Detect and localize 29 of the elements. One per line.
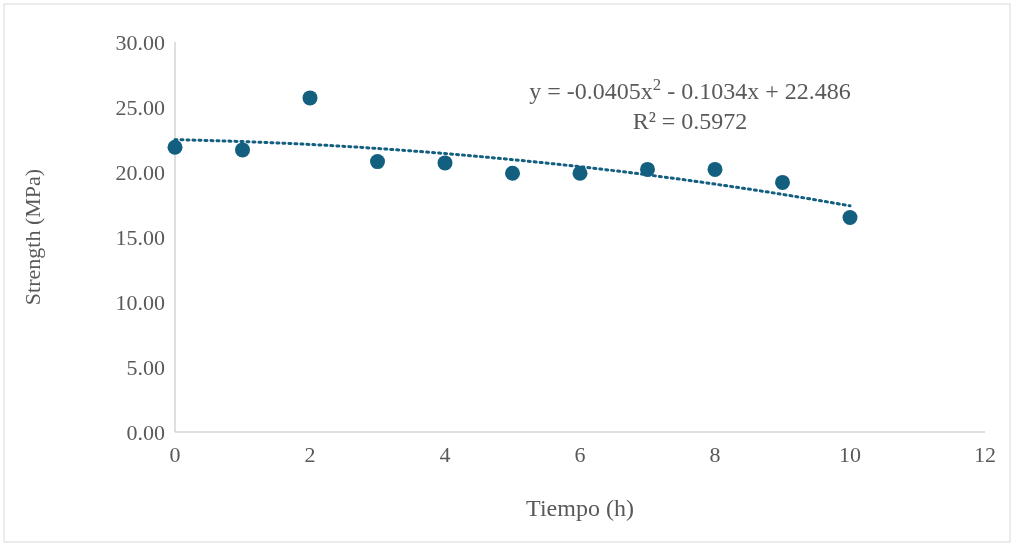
annotation: R² = 0.5972 [632,108,748,134]
x-tick-label: 4 [439,442,451,467]
annotation: y = -0.0405x$^{2}$ - 0.1034x + 22.486 [529,74,851,104]
point [640,161,655,177]
point [707,161,723,177]
point [302,90,318,106]
point [505,165,520,181]
x-tick-label: 8 [709,442,721,467]
x-tick-label: 0 [169,442,181,467]
point [167,139,183,155]
x-tick-label: 6 [574,442,586,467]
y-tick-label: 5.00 [126,354,165,380]
y-axis-title: Strength (MPa) [20,168,45,306]
x-axis-title: Tiempo (h) [526,495,634,521]
y-tick-label: 15.00 [115,224,165,250]
x-tick-label: 10 [839,442,861,467]
y-tick-label: 10.00 [115,289,165,315]
y-tick-label: 30.00 [115,29,165,55]
point [842,210,858,225]
point [370,154,385,170]
point [235,142,250,158]
y-tick-label: 25.00 [115,94,165,120]
point [437,155,453,171]
y-tick-label: 0.00 [126,419,165,445]
x-tick-label: 2 [304,442,316,467]
y-tick-label: 20.00 [115,159,165,185]
point [775,174,790,190]
x-tick-label: 12 [974,442,996,467]
point [572,165,588,181]
